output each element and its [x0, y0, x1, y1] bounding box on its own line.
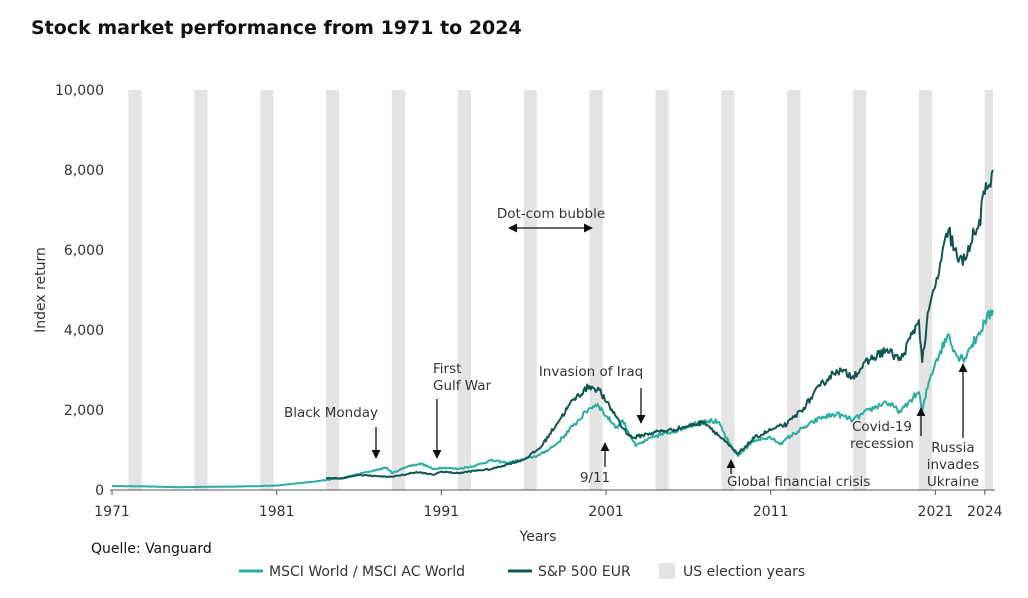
event-annotations: Black Monday First Gulf War Dot-com bubble I…	[284, 206, 979, 490]
y-tick-label: 10,000	[55, 83, 104, 99]
y-tick-label: 4,000	[64, 323, 104, 339]
y-tick-label: 6,000	[64, 243, 104, 259]
x-axis-title: Years	[519, 529, 557, 545]
annotation-iraq: Invasion of Iraq	[539, 364, 646, 424]
election-band-2012	[787, 90, 801, 490]
election-band-2000	[589, 90, 603, 490]
election-band-1972	[128, 90, 142, 490]
election-band-2004	[655, 90, 669, 490]
x-tick-label: 1971	[94, 504, 130, 520]
annotation-label: Dot-com bubble	[497, 206, 605, 222]
chart-title: Stock market performance from 1971 to 20…	[31, 17, 522, 39]
series-line-1	[325, 169, 994, 480]
legend-item-0: MSCI World / MSCI AC World	[239, 564, 465, 580]
x-tick-label: 2024	[967, 504, 1003, 520]
legend-item-2: US election years	[659, 563, 805, 580]
legend-label: MSCI World / MSCI AC World	[269, 564, 465, 580]
y-axis-title: Index return	[33, 247, 49, 333]
series-line-0	[111, 309, 994, 489]
series-lines	[111, 169, 994, 489]
legend-label: US election years	[683, 564, 805, 580]
election-band-1976	[194, 90, 208, 490]
annotation-label: Russia invades Ukraine	[927, 440, 979, 490]
legend-swatch	[659, 563, 675, 579]
election-band-1984	[326, 90, 340, 490]
y-tick-label: 2,000	[64, 403, 104, 419]
legend-item-1: S&P 500 EUR	[508, 564, 631, 580]
election-band-1996	[523, 90, 537, 490]
annotation-label: Global financial crisis	[727, 474, 870, 490]
election-band-2008	[721, 90, 735, 490]
x-tick-label: 2011	[753, 504, 789, 520]
annotation-dot-com: Dot-com bubble	[497, 206, 605, 233]
y-axis-ticks: 0 2,000 4,000 6,000 8,000 10,000	[55, 83, 104, 499]
election-band-2024	[984, 90, 993, 490]
election-band-1992	[457, 90, 471, 490]
y-tick-label: 8,000	[64, 163, 104, 179]
annotation-label: Invasion of Iraq	[539, 364, 643, 380]
legend-label: S&P 500 EUR	[538, 564, 631, 580]
annotation-label: 9/11	[580, 470, 610, 486]
annotation-gulf-war: First Gulf War	[432, 361, 492, 459]
x-axis-ticks: 1971 1981 1991 2001 2011 2021 2024	[94, 490, 1003, 520]
election-band-2016	[853, 90, 867, 490]
annotation-russia: Russia invades Ukraine	[927, 363, 979, 490]
x-tick-label: 1981	[259, 504, 295, 520]
x-tick-label: 2001	[588, 504, 624, 520]
election-year-bands	[128, 90, 993, 490]
election-band-1980	[260, 90, 274, 490]
source-note: Quelle: Vanguard	[91, 541, 212, 557]
annotation-black-monday: Black Monday	[284, 405, 381, 459]
annotation-label: Covid-19 recession	[850, 419, 914, 452]
annotation-covid: Covid-19 recession	[850, 407, 926, 452]
election-band-2020	[918, 90, 933, 490]
x-tick-label: 2021	[918, 504, 954, 520]
annotation-gfc: Global financial crisis	[726, 459, 870, 490]
y-tick-label: 0	[95, 483, 104, 499]
annotation-label: Black Monday	[284, 405, 378, 421]
election-band-1988	[391, 90, 406, 490]
annotation-label: First Gulf War	[433, 361, 492, 394]
annotation-nine-eleven: 9/11	[580, 442, 610, 486]
chart-legend: MSCI World / MSCI AC World S&P 500 EUR US …	[239, 563, 805, 580]
x-tick-label: 1991	[424, 504, 460, 520]
